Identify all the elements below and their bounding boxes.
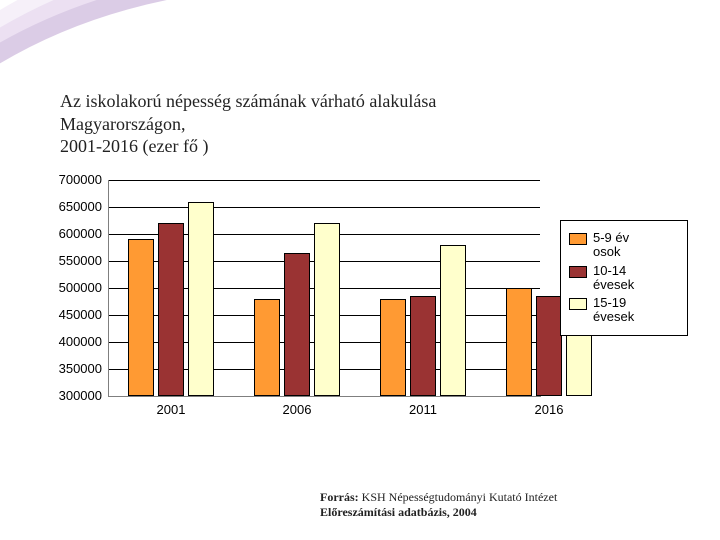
y-tick-label: 500000 — [59, 280, 102, 295]
source-line1: Forrás: KSH Népességtudományi Kutató Int… — [320, 490, 557, 505]
source-footer: Forrás: KSH Népességtudományi Kutató Int… — [320, 490, 557, 520]
y-tick-label: 300000 — [59, 388, 102, 403]
legend-label: 5-9 év osok — [593, 231, 657, 260]
chart-title: Az iskolakorú népesség számának várható … — [60, 90, 560, 158]
legend-item: 5-9 év osok — [569, 231, 679, 260]
legend-swatch — [569, 298, 587, 310]
bar — [254, 299, 280, 396]
y-tick-label: 350000 — [59, 361, 102, 376]
bar — [440, 245, 466, 396]
legend-swatch — [569, 233, 587, 245]
legend: 5-9 év osok 10-14 évesek 15-19 évesek — [560, 220, 688, 336]
x-tick-label: 2001 — [157, 402, 186, 417]
x-tick-label: 2011 — [409, 402, 437, 417]
bar — [536, 296, 562, 396]
title-line2: Magyarországon, — [60, 114, 185, 134]
bar — [410, 296, 436, 396]
y-tick-label: 700000 — [59, 172, 102, 187]
x-tick-label: 2016 — [535, 402, 564, 417]
legend-label: 10-14 évesek — [593, 264, 657, 293]
y-tick-label: 600000 — [59, 226, 102, 241]
bar — [128, 239, 154, 396]
legend-item: 10-14 évesek — [569, 264, 679, 293]
y-tick-label: 650000 — [59, 199, 102, 214]
source-line2: Előreszámítási adatbázis, 2004 — [320, 505, 557, 520]
title-line1: Az iskolakorú népesség számának várható … — [60, 91, 436, 111]
bar — [380, 299, 406, 396]
y-tick-label: 400000 — [59, 334, 102, 349]
legend-label: 15-19 évesek — [593, 296, 657, 325]
bar — [506, 288, 532, 396]
bar — [314, 223, 340, 396]
y-tick-label: 550000 — [59, 253, 102, 268]
bar — [188, 202, 214, 396]
legend-swatch — [569, 266, 587, 278]
legend-item: 15-19 évesek — [569, 296, 679, 325]
title-line3: 2001-2016 (ezer fő ) — [60, 136, 208, 156]
y-tick-label: 450000 — [59, 307, 102, 322]
plot-background: 3000003500004000004500005000005500006000… — [108, 180, 540, 396]
bar — [284, 253, 310, 396]
x-tick-label: 2006 — [283, 402, 312, 417]
source-prefix: Forrás: — [320, 490, 359, 504]
bar — [158, 223, 184, 396]
